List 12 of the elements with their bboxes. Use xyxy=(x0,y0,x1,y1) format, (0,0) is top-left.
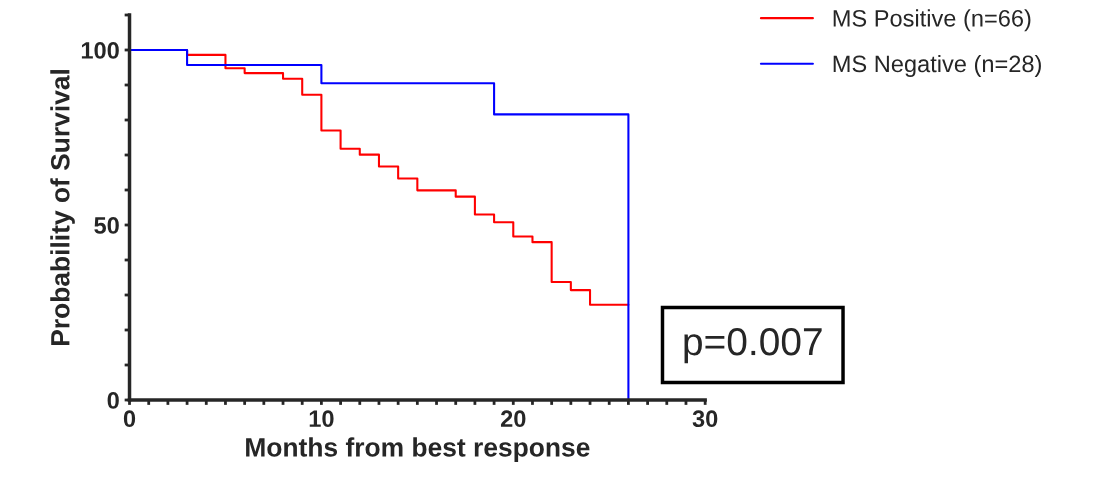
annotation: p=0.007 xyxy=(684,327,822,364)
x-tick-label: 30 xyxy=(692,410,718,428)
y-tick-label: 100 xyxy=(81,42,119,59)
legend-label: MS Positive (n=66) xyxy=(833,9,1031,32)
y-tick-label: 0 xyxy=(107,392,119,409)
x-tick-label: 20 xyxy=(500,410,526,428)
x-axis-title: Months from best response xyxy=(246,437,590,462)
x-tick-label: 0 xyxy=(123,410,136,428)
y-tick-label: 50 xyxy=(94,217,119,234)
legend-label: MS Negative (n=28) xyxy=(833,54,1041,77)
x-tick-label: 10 xyxy=(309,410,334,428)
y-axis-title: Probability of Survival xyxy=(50,70,75,346)
